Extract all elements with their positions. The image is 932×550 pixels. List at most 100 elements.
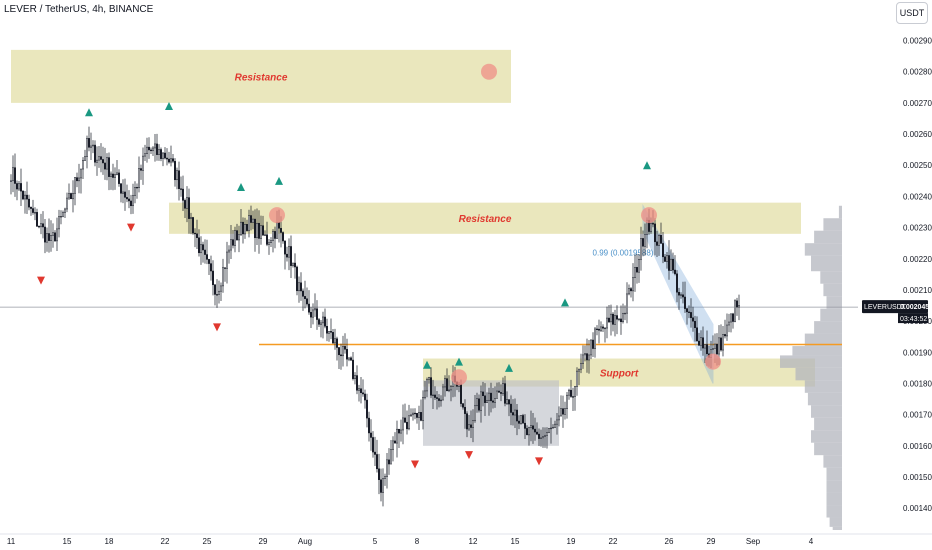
candle-body [422, 397, 424, 421]
candle-body [380, 479, 382, 493]
candle-body [302, 290, 304, 297]
candle-body [642, 238, 644, 247]
candle-body [698, 340, 700, 346]
candle-body [126, 197, 128, 200]
chart-title: LEVER / TetherUS, 4h, BINANCE [4, 4, 154, 15]
candle-body [64, 208, 66, 213]
candle-body [718, 337, 720, 355]
candle-body [632, 277, 634, 292]
candle-body [164, 152, 166, 159]
candle-body [218, 290, 220, 295]
candle-body [520, 415, 522, 424]
candle-body [526, 428, 528, 436]
candle-body [558, 415, 560, 421]
x-tick-label: 8 [415, 537, 420, 546]
candle-body [610, 313, 612, 323]
sell-arrow-icon [127, 223, 135, 232]
profile-bar [811, 405, 842, 418]
candle-body [428, 377, 430, 380]
buy-arrow-icon [423, 360, 431, 369]
candle-body [448, 389, 450, 392]
candle-body [324, 316, 326, 327]
buy-arrow-icon [165, 102, 173, 110]
candle-body [618, 318, 620, 320]
candle-body [546, 432, 548, 436]
candle-body [40, 223, 42, 228]
candle-body [172, 158, 174, 162]
candle-body [522, 415, 524, 424]
candle-body [128, 198, 130, 202]
candle-body [614, 315, 616, 325]
candle-body [246, 224, 248, 231]
candle-body [492, 400, 494, 403]
candle-body [446, 378, 448, 392]
candle-body [490, 392, 492, 402]
highlight-circle [481, 63, 497, 80]
candle-body [168, 158, 170, 163]
candle-body [294, 262, 296, 268]
candle-body [392, 440, 394, 450]
candle-body [282, 232, 284, 242]
candle-body [54, 232, 56, 242]
buy-arrow-icon [237, 183, 245, 192]
candle-body [670, 258, 672, 271]
level-lines: 0.99 (0.0019588) [0, 203, 858, 384]
candle-body [312, 309, 314, 318]
candle-body [636, 267, 638, 273]
candle-body [330, 331, 332, 333]
candle-body [732, 313, 734, 322]
candle-body [692, 317, 694, 322]
candle-body [320, 322, 322, 325]
candle-body [98, 156, 100, 161]
candle-body [650, 223, 652, 232]
candle-body [466, 413, 468, 430]
candle-body [658, 235, 660, 246]
candle-body [86, 138, 88, 157]
candle-body [368, 417, 370, 434]
candle-body [424, 390, 426, 398]
candle-body [46, 233, 48, 243]
candle-body [268, 242, 270, 245]
candle-body [556, 419, 558, 425]
candle-body [170, 158, 172, 163]
candle-body [104, 162, 106, 170]
candle-body [562, 408, 564, 415]
candle-body [628, 288, 630, 295]
candle-body [66, 197, 68, 210]
currency-button[interactable]: USDT [896, 2, 928, 24]
candle-body [72, 193, 74, 200]
x-tick-label: 26 [665, 537, 674, 546]
candle-body [576, 370, 578, 387]
candle-body [418, 412, 420, 418]
candle-body [400, 429, 402, 434]
candle-body [728, 321, 730, 326]
candle-body [406, 421, 408, 430]
profile-bar [814, 417, 842, 431]
candle-body [402, 417, 404, 431]
buy-arrow-icon [85, 108, 93, 117]
candle-body [190, 217, 192, 219]
candle-body [530, 425, 532, 428]
candle-body [42, 223, 44, 228]
candle-body [232, 239, 234, 246]
candle-body [662, 243, 664, 258]
x-tick-label: 25 [203, 537, 212, 546]
x-tick-label: 15 [511, 537, 520, 546]
candle-body [114, 174, 116, 178]
candle-body [408, 415, 410, 430]
profile-bar [811, 255, 842, 272]
candle-body [434, 394, 436, 398]
profile-bar [829, 517, 842, 527]
candle-body [22, 190, 24, 200]
candle-body [470, 424, 472, 428]
candle-body [174, 161, 176, 181]
x-tick-label: Aug [298, 537, 312, 546]
profile-bar [792, 346, 842, 356]
candle-body [280, 228, 282, 233]
candle-body [252, 218, 254, 223]
